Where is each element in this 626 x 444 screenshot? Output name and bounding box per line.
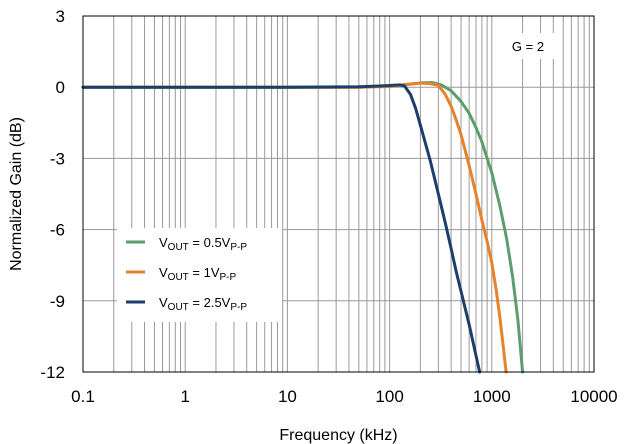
- legend-text-part: V: [159, 265, 168, 280]
- legend-text-part: V: [159, 295, 168, 310]
- y-axis-label: Normalized Gain (dB): [8, 117, 25, 271]
- legend-subscript: OUT: [168, 272, 189, 283]
- legend-box: [117, 228, 282, 322]
- legend-subscript: P-P: [230, 302, 247, 313]
- legend-subscript: P-P: [230, 242, 247, 253]
- x-tick-label: 1000: [473, 387, 511, 406]
- legend-text-part: V: [159, 235, 168, 250]
- y-tick-label: -9: [50, 292, 65, 311]
- x-axis-label: Frequency (kHz): [279, 427, 397, 444]
- gain-annotation-box: [500, 33, 556, 59]
- gain-annotation-text: G = 2: [512, 39, 544, 54]
- x-tick-label: 0.1: [71, 387, 95, 406]
- plot-frame: [82, 15, 595, 373]
- tick-labels: 0.1 1 10 100 1000 10000 3 0 -3 -6 -9 -12: [40, 7, 617, 406]
- gain-annotation: G = 2: [500, 33, 556, 59]
- legend-text-part: = 0.5V: [189, 235, 231, 250]
- series-line-3: [81, 83, 482, 374]
- legend-subscript: OUT: [168, 302, 189, 313]
- legend-text-part: = 2.5V: [189, 295, 231, 310]
- y-tick-label: 0: [56, 78, 65, 97]
- legend-label-1: VOUT = 0.5VP-P: [159, 235, 247, 253]
- legend-label-3: VOUT = 2.5VP-P: [159, 295, 247, 313]
- x-tick-label: 1: [180, 387, 189, 406]
- y-tick-label: -6: [50, 221, 65, 240]
- y-tick-label: -12: [40, 363, 65, 382]
- x-tick-label: 100: [375, 387, 403, 406]
- series-line-2: [81, 81, 508, 374]
- legend-label-2: VOUT = 1VP-P: [159, 265, 237, 283]
- series-lines: [81, 80, 525, 374]
- legend-text-part: = 1V: [189, 265, 220, 280]
- legend-subscript: OUT: [168, 242, 189, 253]
- x-tick-label: 10000: [570, 387, 617, 406]
- x-tick-label: 10: [278, 387, 297, 406]
- y-tick-label: 3: [56, 7, 65, 26]
- legend-subscript: P-P: [220, 272, 237, 283]
- y-tick-label: -3: [50, 149, 65, 168]
